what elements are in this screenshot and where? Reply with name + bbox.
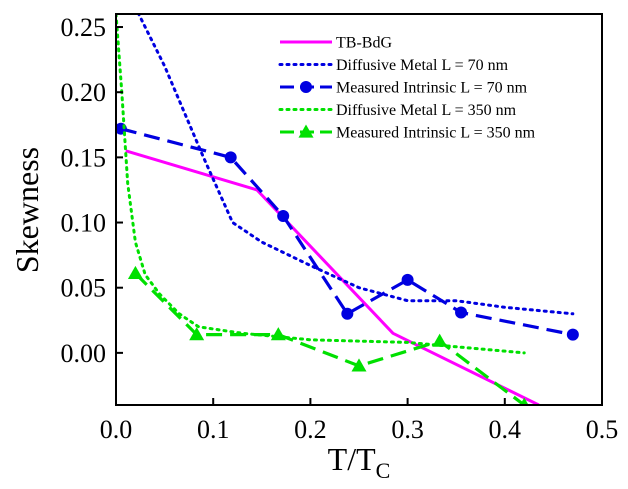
- series-layer: [116, 14, 579, 405]
- data-point: [277, 210, 290, 223]
- data-point: [432, 333, 448, 347]
- data-point: [566, 328, 579, 341]
- series-line: [125, 149, 540, 405]
- series-line: [120, 127, 574, 337]
- series-2: [137, 14, 575, 316]
- y-axis: 0.00 0.05 0.10 0.15 0.20 0.25: [61, 13, 123, 368]
- x-axis-title-subscript: C: [376, 458, 391, 483]
- data-point: [401, 273, 414, 286]
- x-tick-label: 0.0: [100, 415, 133, 444]
- y-tick-label: 0.10: [61, 209, 107, 238]
- x-tick-label: 0.3: [391, 415, 424, 444]
- series-5: [127, 265, 529, 405]
- legend-marker: [300, 81, 312, 93]
- data-point: [189, 327, 205, 341]
- data-point: [270, 327, 286, 341]
- x-tick-label: 0.5: [586, 415, 619, 444]
- legend-label: Measured Intrinsic L = 70 nm: [336, 80, 528, 97]
- x-axis: 0.0 0.1 0.2 0.3 0.4 0.5: [100, 398, 619, 444]
- y-tick-label: 0.00: [61, 339, 107, 368]
- series-1: [125, 149, 540, 405]
- legend-item: Measured Intrinsic L = 70 nm: [280, 80, 528, 97]
- series-4: [116, 14, 526, 355]
- legend-label: TB-BdG: [336, 35, 392, 52]
- y-tick-label: 0.05: [61, 274, 107, 303]
- legend: TB-BdG Diffusive Metal L = 70 nm Measured …: [278, 35, 536, 142]
- legend-item: Diffusive Metal L = 350 nm: [278, 102, 517, 119]
- legend-label: Diffusive Metal L = 350 nm: [336, 102, 517, 119]
- x-tick-label: 0.4: [489, 415, 522, 444]
- series-line: [134, 272, 526, 405]
- legend-item: TB-BdG: [280, 35, 392, 52]
- legend-item: Diffusive Metal L = 70 nm: [278, 57, 509, 74]
- series-line: [137, 14, 575, 316]
- series-3: [116, 122, 579, 341]
- y-tick-label: 0.20: [61, 78, 107, 107]
- legend-item: Measured Intrinsic L = 350 nm: [280, 124, 536, 142]
- y-axis-title: Skewness: [9, 147, 45, 273]
- plot-frame: [115, 13, 603, 406]
- x-axis-title: T/TC: [328, 441, 391, 483]
- data-point: [455, 306, 468, 319]
- legend-label: Measured Intrinsic L = 350 nm: [336, 125, 536, 142]
- data-point: [519, 397, 529, 405]
- y-tick-label: 0.25: [61, 13, 107, 42]
- data-point: [224, 151, 237, 164]
- x-tick-label: 0.1: [197, 415, 230, 444]
- series-line: [116, 14, 526, 355]
- y-tick-label: 0.15: [61, 143, 107, 172]
- x-tick-label: 0.2: [294, 415, 327, 444]
- data-point: [351, 358, 367, 372]
- legend-marker: [298, 124, 314, 138]
- legend-label: Diffusive Metal L = 70 nm: [336, 57, 509, 74]
- data-point: [341, 307, 354, 320]
- data-point: [127, 265, 143, 279]
